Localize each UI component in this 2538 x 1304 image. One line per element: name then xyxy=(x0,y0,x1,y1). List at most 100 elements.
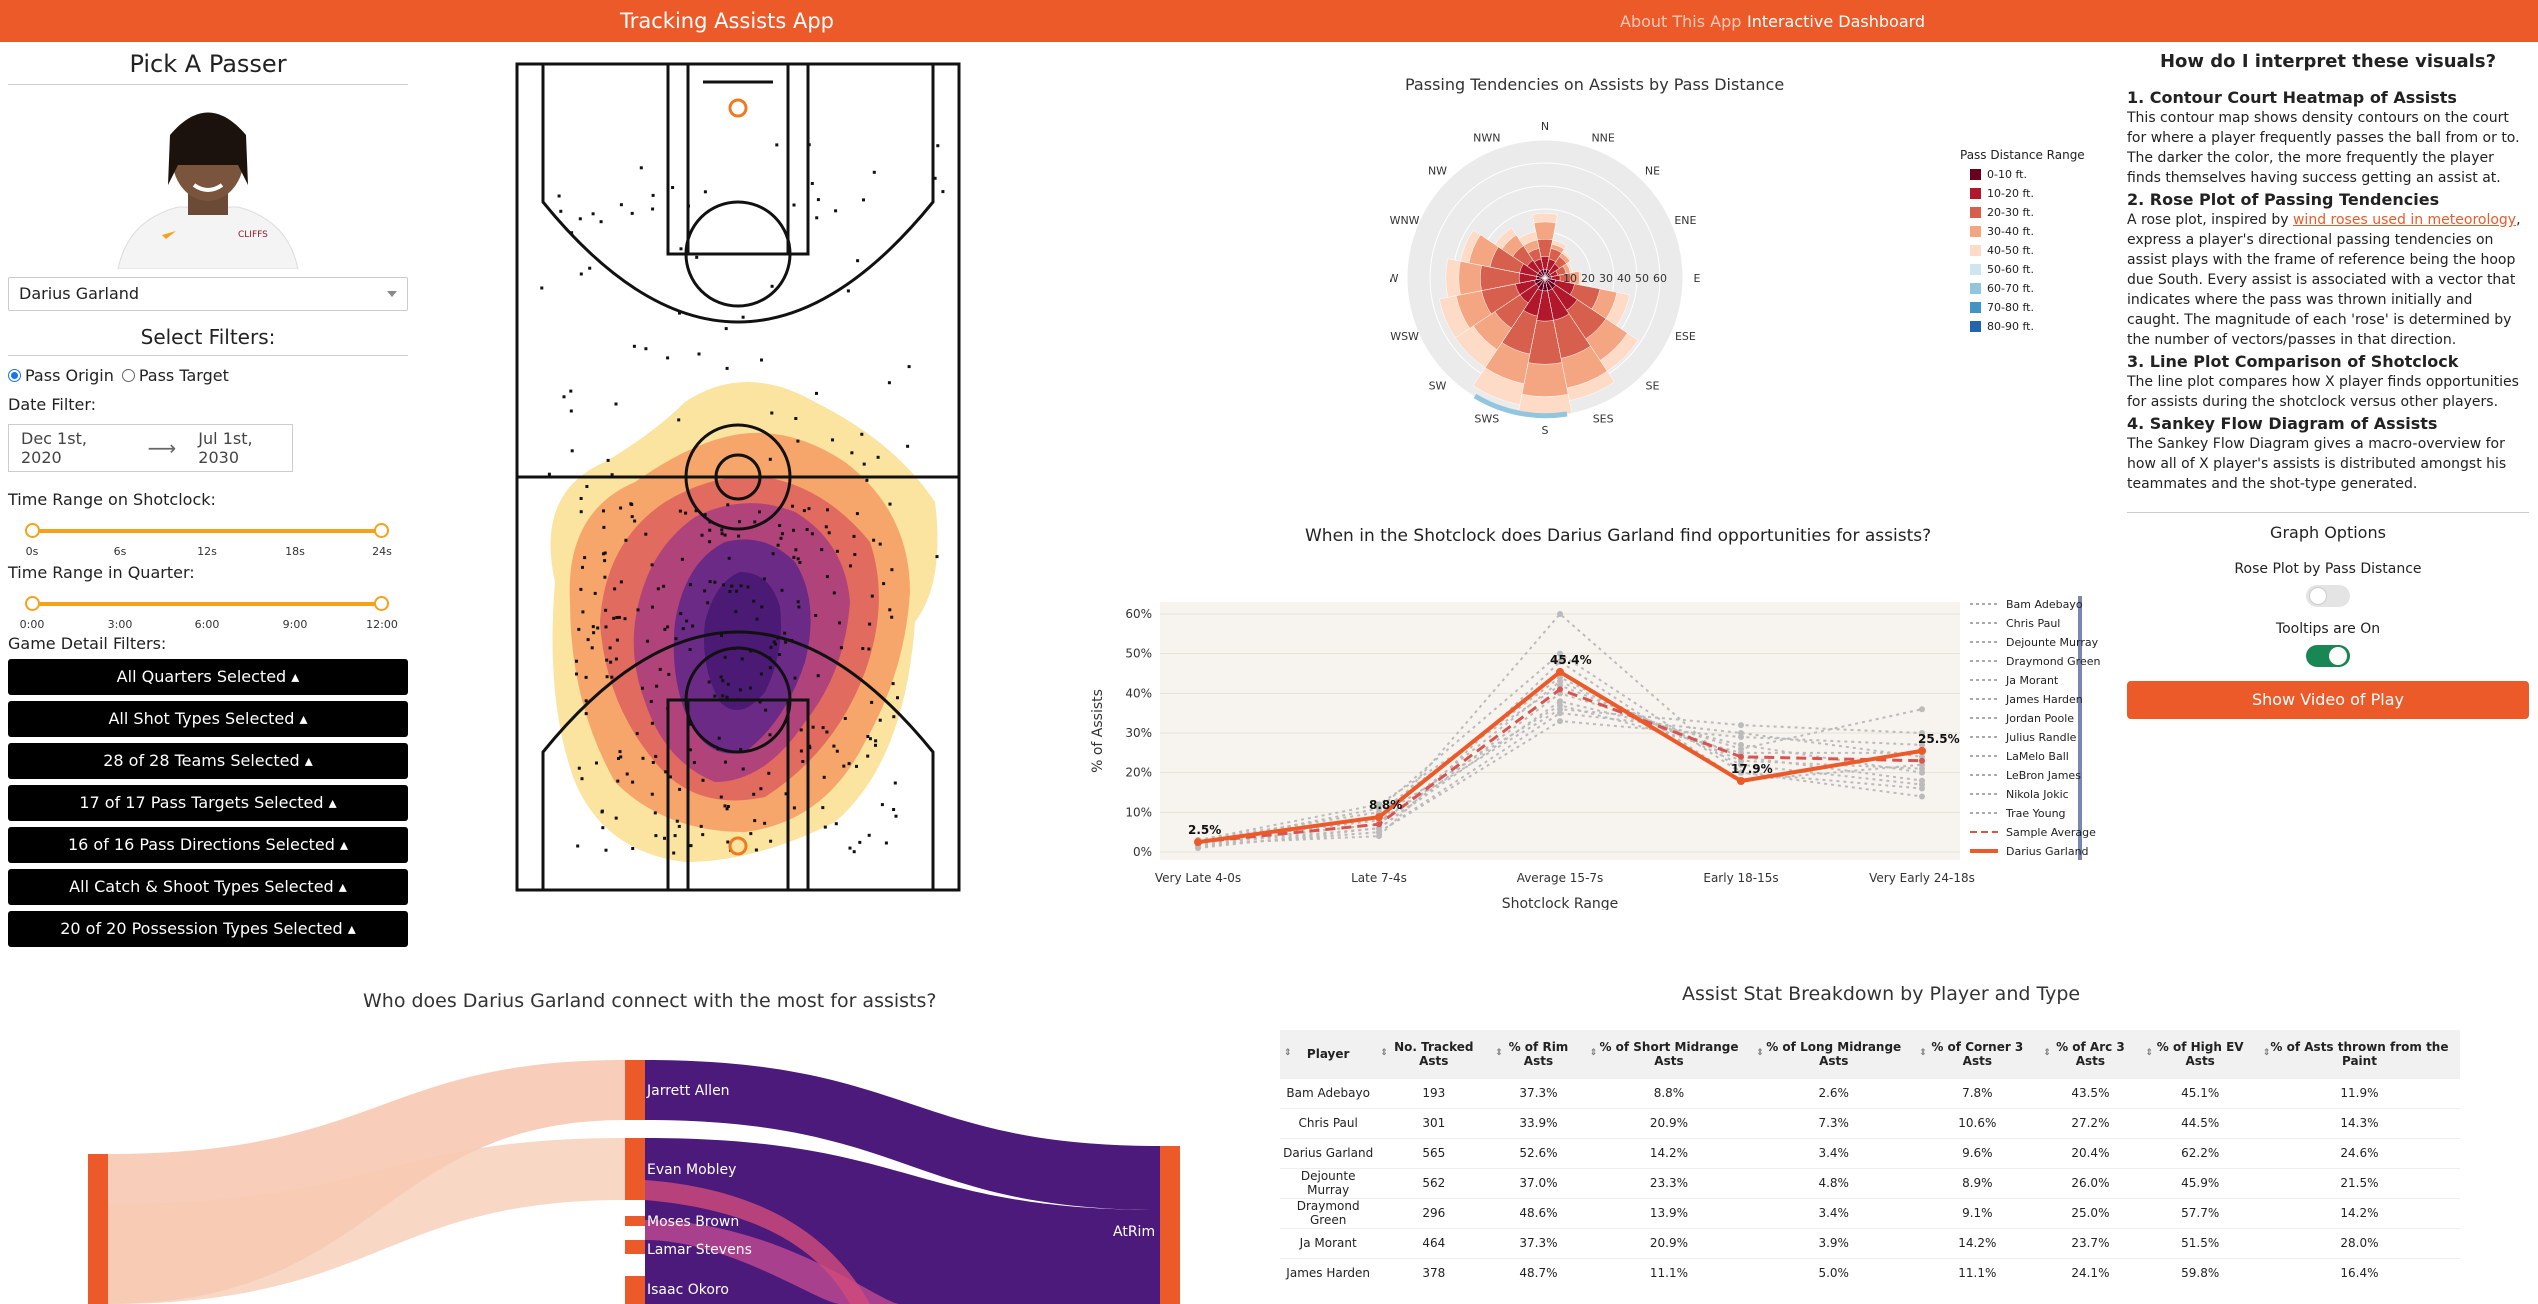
series-point[interactable] xyxy=(1919,730,1925,736)
catch-shoot-dropdown[interactable]: All Catch & Shoot Types Selected ▴ xyxy=(8,869,408,905)
table-header[interactable]: ⇕% of Asts thrown from the Paint xyxy=(2258,1030,2460,1078)
rose-legend-item[interactable]: 70-80 ft. xyxy=(1970,298,2085,317)
legend-label[interactable]: Draymond Green xyxy=(2006,655,2100,668)
date-start[interactable]: Dec 1st, 2020 xyxy=(21,429,87,467)
series-point[interactable] xyxy=(1919,757,1925,764)
quarters-dropdown[interactable]: All Quarters Selected ▴ xyxy=(8,659,408,695)
series-point[interactable] xyxy=(1919,769,1925,776)
series-point[interactable] xyxy=(1738,741,1744,748)
slider-handle-min[interactable] xyxy=(25,523,40,538)
legend-label[interactable]: Dejounte Murray xyxy=(2006,636,2099,649)
nav-link-about[interactable]: About This App xyxy=(1620,12,1742,31)
legend-label[interactable]: LeBron James xyxy=(2006,769,2081,782)
show-video-button[interactable]: Show Video of Play xyxy=(2127,681,2529,719)
radio-pass-target[interactable] xyxy=(121,369,135,382)
chevron-down-icon[interactable] xyxy=(387,291,397,297)
rose-plot[interactable]: N NNE NE ENE E ESE SE SES S SWS SW WSW W WNW NW NWN 10 20… xyxy=(1390,110,1720,440)
pass-directions-dropdown[interactable]: 16 of 16 Pass Directions Selected ▴ xyxy=(8,827,408,863)
legend-label[interactable]: Jordan Poole xyxy=(2005,712,2074,725)
meteorology-link[interactable]: wind roses used in meteorology xyxy=(2292,212,2517,228)
series-point[interactable] xyxy=(1738,730,1744,736)
series-point[interactable] xyxy=(1557,698,1563,705)
series-line[interactable] xyxy=(1197,712,1923,848)
table-row[interactable]: James Harden 378 48.7% 11.1% 5.0% 11.1% 24.1% 5… xyxy=(1280,1257,2460,1288)
rose-legend-item[interactable]: 60-70 ft. xyxy=(1970,279,2085,298)
rose-legend-item[interactable]: 80-90 ft. xyxy=(1970,317,2085,336)
rose-bar[interactable] xyxy=(1539,269,1546,279)
rose-distance-toggle[interactable] xyxy=(2306,585,2350,607)
series-point[interactable] xyxy=(1918,746,1926,755)
pass-targets-dropdown[interactable]: 17 of 17 Pass Targets Selected ▴ xyxy=(8,785,408,821)
slider-handle-max[interactable] xyxy=(374,523,389,538)
series-point[interactable] xyxy=(1194,838,1202,847)
player-select[interactable]: Darius Garland xyxy=(8,277,408,311)
possession-types-dropdown[interactable]: 20 of 20 Possession Types Selected ▴ xyxy=(8,911,408,947)
series-point[interactable] xyxy=(1557,674,1563,681)
slider-handle-max[interactable] xyxy=(374,596,389,611)
radio-pass-target-label[interactable]: Pass Target xyxy=(138,366,229,385)
radio-pass-origin[interactable] xyxy=(8,369,21,382)
table-row[interactable]: Darius Garland 565 52.6% 14.2% 3.4% 9.6% 20.4%… xyxy=(1280,1137,2460,1168)
rose-legend-item[interactable]: 0-10 ft. xyxy=(1970,165,2085,184)
series-point[interactable] xyxy=(1557,710,1563,717)
nav-link-dashboard[interactable]: Interactive Dashboard xyxy=(1747,12,1926,31)
series-point[interactable] xyxy=(1557,611,1563,617)
series-point[interactable] xyxy=(1557,650,1563,657)
table-row[interactable]: Draymond Green 296 48.6% 13.9% 3.4% 9.1% 25.0%… xyxy=(1280,1197,2460,1228)
series-point[interactable] xyxy=(1557,718,1563,725)
series-point[interactable] xyxy=(1738,722,1744,729)
series-point[interactable] xyxy=(1738,761,1744,768)
series-point[interactable] xyxy=(1919,781,1925,788)
date-range-picker[interactable]: Dec 1st, 2020 ⟶ Jul 1st, 2030 xyxy=(8,424,293,472)
legend-label[interactable]: Julius Randle xyxy=(2005,731,2077,744)
series-point[interactable] xyxy=(1376,821,1382,828)
series-point[interactable] xyxy=(1376,801,1382,808)
table-row[interactable]: Ja Morant 464 37.3% 20.9% 3.9% 14.2% 23.7% 51.5… xyxy=(1280,1227,2460,1258)
app-title[interactable]: Tracking Assists App xyxy=(620,9,834,33)
table-header[interactable]: ⇕% of Arc 3 Asts xyxy=(2039,1030,2142,1078)
series-line[interactable] xyxy=(1197,660,1923,846)
legend-label[interactable]: Bam Adebayo xyxy=(2006,598,2083,611)
table-header[interactable]: ⇕ No. Tracked Asts xyxy=(1376,1030,1492,1078)
table-header[interactable]: ⇕% of Rim Asts xyxy=(1491,1030,1586,1078)
table-row[interactable]: Chris Paul 301 33.9% 20.9% 7.3% 10.6% 27.2% 44.… xyxy=(1280,1107,2460,1138)
shotclock-slider[interactable]: 0s 6s 12s 18s 24s xyxy=(8,515,408,559)
legend-label[interactable]: LaMelo Ball xyxy=(2006,750,2069,763)
legend-label[interactable]: Darius Garland xyxy=(2006,845,2089,858)
sankey-diagram[interactable]: Jarrett Allen Evan Mobley Moses Brown La… xyxy=(80,1050,1200,1304)
series-point[interactable] xyxy=(1557,658,1563,665)
teams-dropdown[interactable]: 28 of 28 Teams Selected ▴ xyxy=(8,743,408,779)
legend-label[interactable]: Ja Morant xyxy=(2005,674,2059,687)
legend-label[interactable]: James Harden xyxy=(2005,693,2083,706)
radio-pass-origin-label[interactable]: Pass Origin xyxy=(25,366,114,385)
series-point[interactable] xyxy=(1919,706,1925,713)
shotclock-line-chart[interactable]: 0% 10% 20% 30% 40% 50% 60% Very Late 4-0s Late 7… xyxy=(1080,590,2110,910)
rose-legend-item[interactable]: 10-20 ft. xyxy=(1970,184,2085,203)
table-header[interactable]: ⇕ Player xyxy=(1280,1030,1377,1078)
shot-types-dropdown[interactable]: All Shot Types Selected ▴ xyxy=(8,701,408,737)
legend-label[interactable]: Sample Average xyxy=(2006,826,2096,839)
rose-legend-item[interactable]: 50-60 ft. xyxy=(1970,260,2085,279)
table-header[interactable]: ⇕% of High EV Asts xyxy=(2141,1030,2259,1078)
court-heatmap[interactable] xyxy=(515,62,961,892)
series-point[interactable] xyxy=(1919,741,1925,748)
series-line[interactable] xyxy=(1197,700,1923,846)
series-point[interactable] xyxy=(1738,769,1744,776)
series-point[interactable] xyxy=(1919,793,1925,800)
date-end[interactable]: Jul 1st, 2030 xyxy=(198,429,253,467)
series-point[interactable] xyxy=(1556,667,1564,676)
legend-label[interactable]: Trae Young xyxy=(2005,807,2066,820)
rose-bar[interactable] xyxy=(1473,393,1568,419)
series-point[interactable] xyxy=(1557,686,1563,693)
rose-legend-item[interactable]: 30-40 ft. xyxy=(1970,222,2085,241)
quarter-time-slider[interactable]: 0:00 3:00 6:00 9:00 12:00 xyxy=(8,588,408,632)
legend-label[interactable]: Nikola Jokic xyxy=(2006,788,2069,801)
series-point[interactable] xyxy=(1375,813,1383,822)
tooltips-toggle[interactable] xyxy=(2306,645,2350,667)
table-header[interactable]: ⇕% of Long Midrange Asts xyxy=(1752,1030,1916,1078)
table-row[interactable]: Bam Adebayo 193 37.3% 8.8% 2.6% 7.8% 43.5% 45.1… xyxy=(1280,1077,2460,1108)
series-point[interactable] xyxy=(1737,776,1745,785)
legend-label[interactable]: Chris Paul xyxy=(2006,617,2060,630)
rose-legend-item[interactable]: 20-30 ft. xyxy=(1970,203,2085,222)
table-row[interactable]: Dejounte Murray 562 37.0% 23.3% 4.8% 8.9% 26.0… xyxy=(1280,1167,2460,1198)
